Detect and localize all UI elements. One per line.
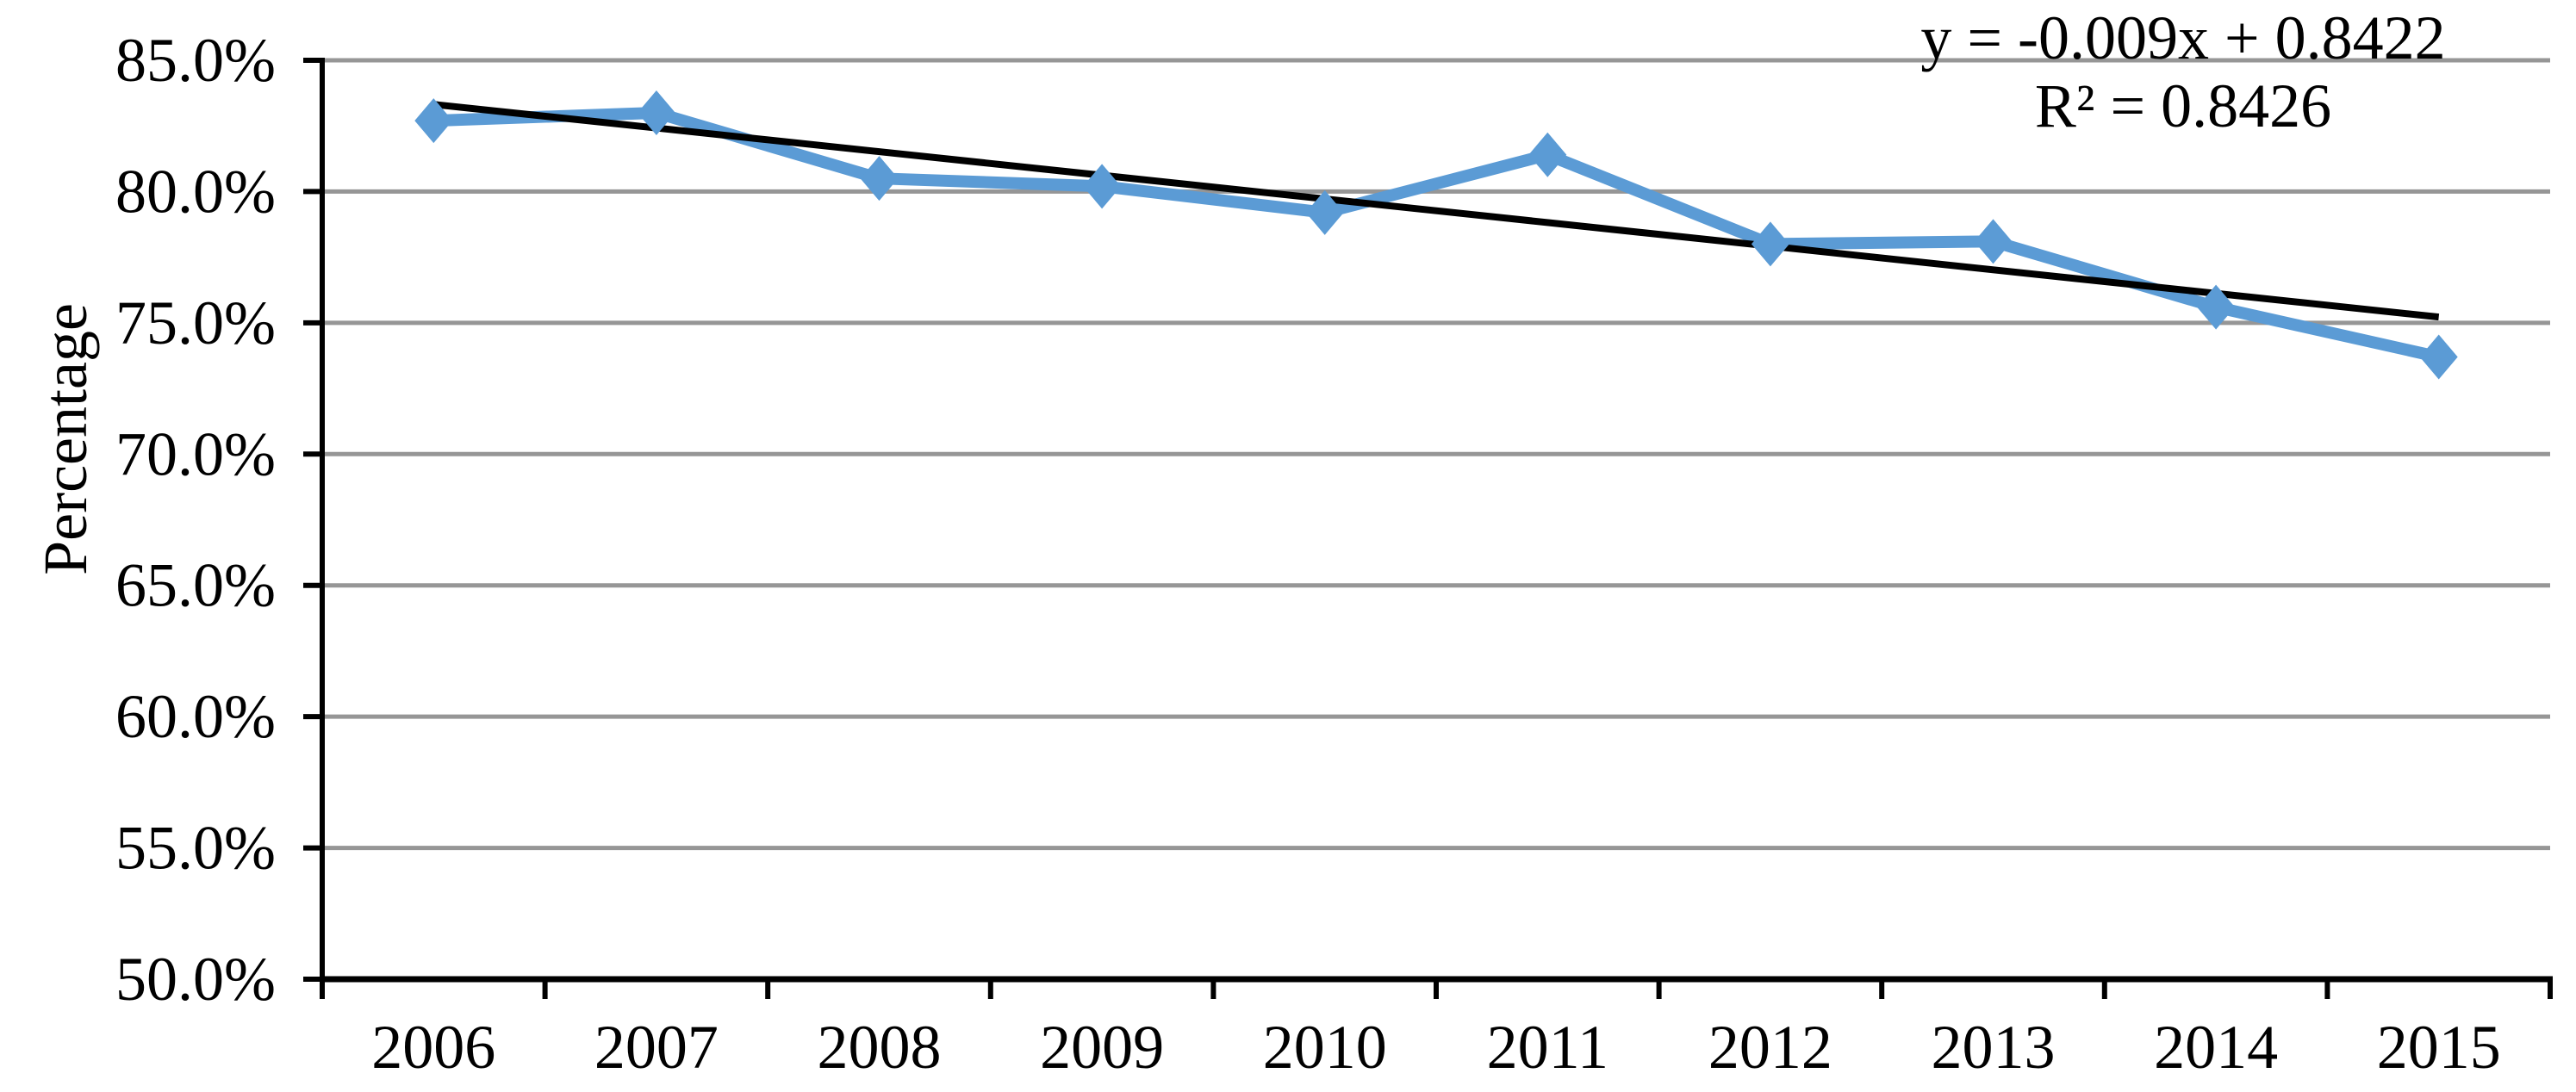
y-tick-label-80.0%: 80.0% <box>115 157 276 226</box>
trendline <box>432 101 2440 321</box>
data-point-2009 <box>1083 164 1122 209</box>
y-tick-label-75.0%: 75.0% <box>115 289 276 357</box>
data-point-2013 <box>1974 219 2013 264</box>
data-point-markers <box>414 90 2458 380</box>
x-tick-label-2010: 2010 <box>1263 1013 1387 1082</box>
x-tick-label-2012: 2012 <box>1708 1013 1832 1082</box>
data-point-2010 <box>1305 189 1344 235</box>
gridlines <box>322 58 2550 851</box>
data-point-2006 <box>414 98 453 144</box>
x-tick-label-2013: 2013 <box>1932 1013 2056 1082</box>
y-tick-label-65.0%: 65.0% <box>115 551 276 620</box>
data-point-2014 <box>2197 284 2236 330</box>
data-series <box>427 106 2445 363</box>
axes <box>303 58 2553 999</box>
axis-labels: 85.0% 80.0% 75.0% 70.0% 65.0% 60.0% 55.0% 50.0%… <box>115 26 2501 1082</box>
data-point-2015 <box>2419 334 2458 380</box>
x-tick-label-2014: 2014 <box>2154 1013 2278 1082</box>
y-tick-label-50.0%: 50.0% <box>115 945 276 1014</box>
data-point-2008 <box>860 156 899 202</box>
trendline-group <box>432 101 2440 321</box>
y-tick-label-55.0%: 55.0% <box>115 814 276 883</box>
data-point-2012 <box>1751 221 1789 267</box>
trendline-r-squared: R² = 0.8426 <box>2035 71 2331 140</box>
x-tick-label-2006: 2006 <box>371 1013 495 1082</box>
series-line <box>427 106 2445 363</box>
data-point-2007 <box>637 90 675 135</box>
x-tick-label-2009: 2009 <box>1040 1013 1164 1082</box>
y-tick-label-60.0%: 60.0% <box>115 682 276 751</box>
y-tick-label-70.0%: 70.0% <box>115 419 276 488</box>
x-tick-label-2011: 2011 <box>1487 1013 1608 1082</box>
x-tick-label-2007: 2007 <box>594 1013 719 1082</box>
x-tick-label-2008: 2008 <box>818 1013 942 1082</box>
trendline-equation: y = -0.009x + 0.8422 <box>1920 3 2445 72</box>
x-tick-label-2015: 2015 <box>2377 1013 2501 1082</box>
y-tick-label-85.0%: 85.0% <box>115 26 276 95</box>
data-point-2011 <box>1528 132 1567 177</box>
y-axis-title: Percentage <box>31 303 100 575</box>
